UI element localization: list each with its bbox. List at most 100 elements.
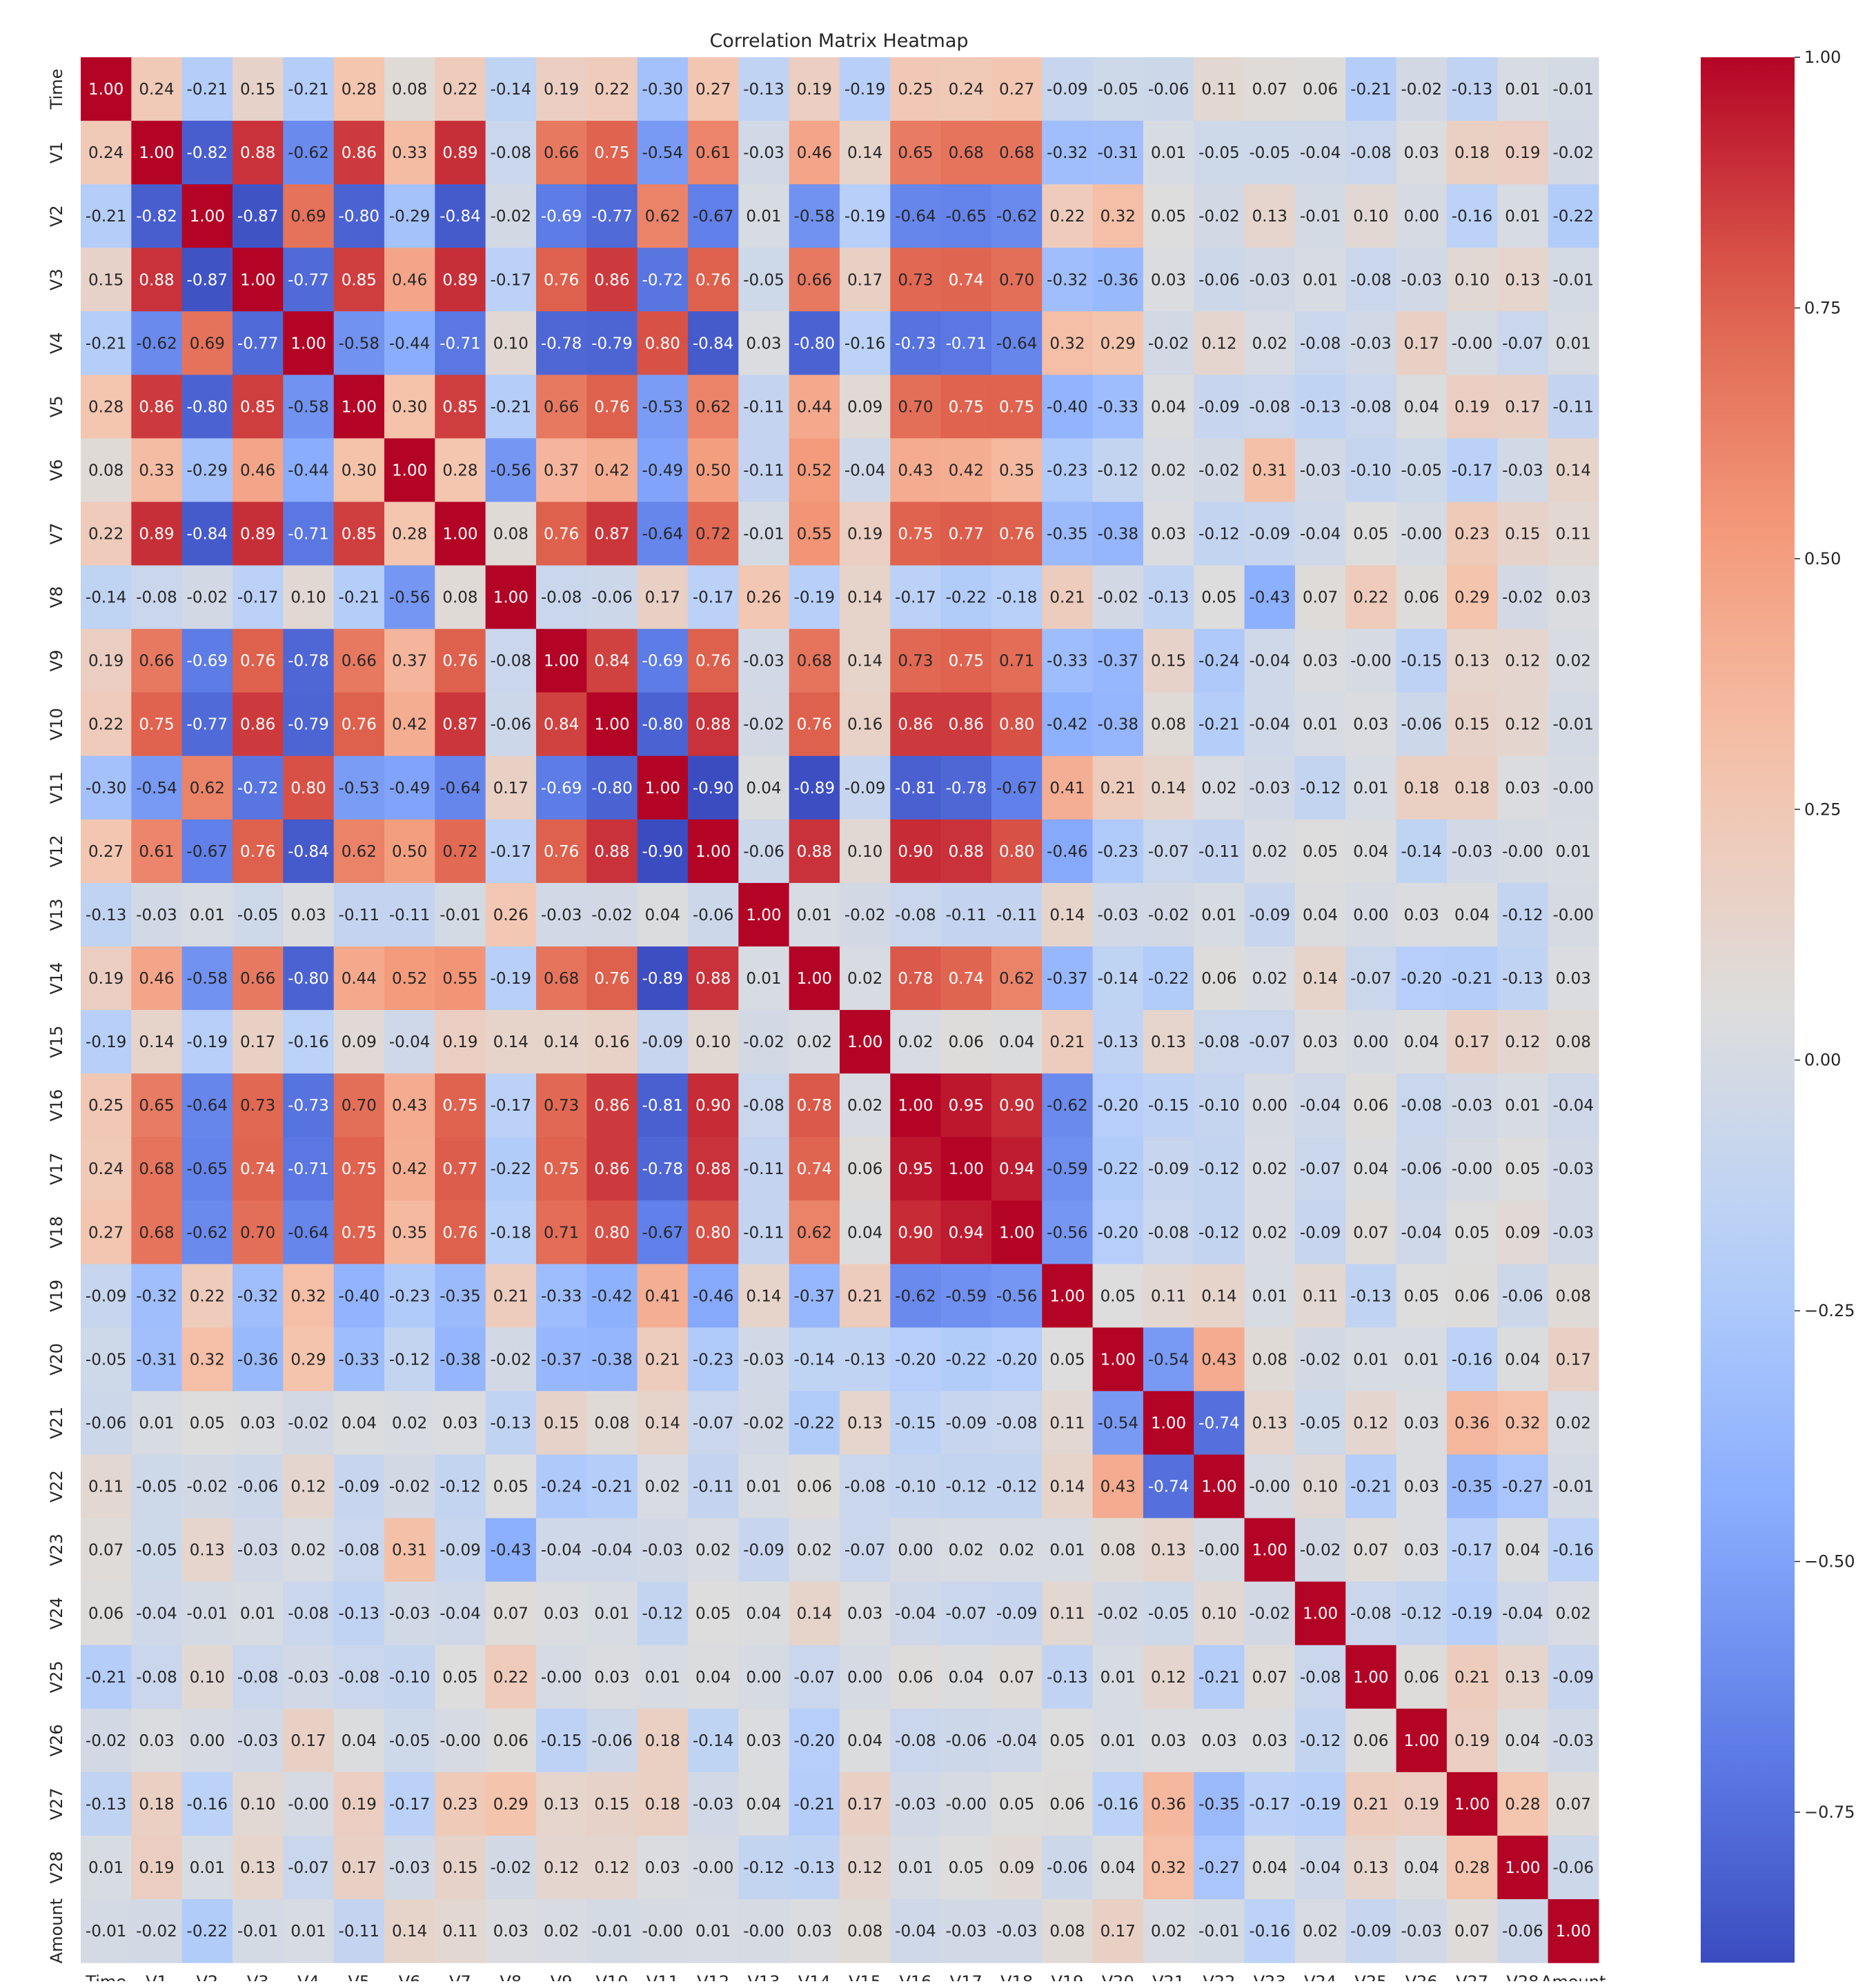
- heatmap-cell-V26-V5: [333, 1708, 385, 1773]
- heatmap-cell-V12-V24: [1294, 819, 1346, 884]
- heatmap-cell-V16-V25: [1345, 1073, 1397, 1138]
- cell-value-label: -0.09: [845, 780, 886, 797]
- heatmap-cell-V23-V24: [1294, 1518, 1346, 1583]
- cell-value-label: -0.13: [86, 1796, 127, 1814]
- cell-value-label: 0.05: [949, 1859, 984, 1877]
- x-tick-label: V13: [747, 1972, 780, 1981]
- heatmap-cell-V6-V18: [991, 438, 1043, 503]
- heatmap-cell-V27-V20: [1092, 1772, 1144, 1836]
- cell-value-label: -0.62: [1047, 1097, 1088, 1115]
- cell-value-label: -0.04: [541, 1542, 582, 1560]
- heatmap-cell-V23-V14: [789, 1518, 840, 1583]
- cell-value-label: -0.87: [187, 271, 228, 289]
- heatmap-cell-V21-V13: [738, 1391, 790, 1456]
- cell-value-label: 0.46: [392, 271, 427, 289]
- cell-value-label: -0.84: [693, 335, 734, 353]
- heatmap-cell-V4-V20: [1092, 311, 1144, 375]
- cell-value-label: -0.15: [895, 1415, 936, 1433]
- cell-value-label: -0.33: [1098, 398, 1139, 416]
- cell-value-label: 0.04: [847, 1224, 882, 1242]
- cell-value-label: 1.00: [1404, 1732, 1439, 1750]
- cell-value-label: -0.82: [136, 208, 177, 226]
- heatmap-cell-V25-V28: [1497, 1645, 1549, 1709]
- cell-value-label: 0.02: [1303, 1923, 1338, 1941]
- heatmap-cell-V28-V1: [131, 1835, 183, 1900]
- heatmap-cell-V16-V2: [181, 1073, 233, 1138]
- cell-value-label: -0.00: [946, 1796, 987, 1814]
- heatmap-cell-V22-V6: [384, 1454, 435, 1519]
- cell-value-label: 0.75: [544, 1160, 579, 1178]
- heatmap-cell-V20-V16: [890, 1327, 942, 1392]
- heatmap-cell-V17-V9: [535, 1137, 587, 1201]
- cell-value-label: -0.08: [136, 589, 177, 607]
- heatmap-cell-V5-V2: [181, 375, 233, 439]
- cell-value-label: 0.32: [1049, 335, 1085, 353]
- heatmap-cell-V13-V25: [1345, 882, 1397, 947]
- cell-value-label: -0.21: [339, 589, 380, 607]
- heatmap-cell-V8-Time: [81, 565, 132, 630]
- y-tick-label: V27: [47, 1787, 66, 1820]
- heatmap-cell-V2-V26: [1396, 184, 1448, 248]
- cell-value-label: -0.15: [1148, 1097, 1189, 1115]
- cell-value-label: 0.02: [1556, 653, 1591, 671]
- heatmap-cell-V22-V8: [485, 1454, 537, 1519]
- cell-value-label: -0.38: [591, 1351, 633, 1369]
- cell-value-label: -0.12: [642, 1605, 684, 1623]
- cell-value-label: -0.08: [1350, 271, 1392, 289]
- cell-value-label: 0.89: [139, 526, 174, 544]
- cell-value-label: 0.66: [240, 970, 275, 988]
- heatmap-cell-V25-V2: [181, 1645, 233, 1709]
- cell-value-label: 0.14: [1556, 462, 1591, 479]
- heatmap-cell-V17-V22: [1194, 1137, 1245, 1201]
- cell-value-label: -0.02: [1198, 208, 1240, 226]
- heatmap-cell-V7-V13: [738, 502, 790, 566]
- cell-value-label: -0.01: [1198, 1923, 1240, 1941]
- cell-value-label: 0.04: [1353, 1160, 1388, 1178]
- cell-value-label: 0.74: [949, 271, 984, 289]
- cell-value-label: 0.13: [1151, 1033, 1186, 1051]
- cell-value-label: -0.00: [1452, 335, 1493, 353]
- cell-value-label: -0.01: [187, 1605, 228, 1623]
- heatmap-cell-V4-Amount: [1548, 311, 1599, 375]
- cell-value-label: -0.03: [642, 1542, 684, 1560]
- heatmap-cell-V18-V5: [333, 1200, 385, 1264]
- cell-value-label: 0.03: [1151, 526, 1186, 544]
- cell-value-label: -0.13: [1452, 81, 1493, 99]
- heatmap-cell-V6-V10: [586, 438, 638, 503]
- heatmap-cell-V14-V13: [738, 946, 790, 1011]
- heatmap-cell-V21-V5: [333, 1391, 385, 1456]
- heatmap-cell-V25-V27: [1446, 1645, 1498, 1709]
- heatmap-cells: 1.00 0.24 -0.21 0.15 -0.21 0.28 0.08 0.22 -0.14 0…: [81, 57, 1599, 1963]
- heatmap-cell-V21-V16: [890, 1391, 942, 1456]
- cell-value-label: -0.03: [1401, 1923, 1442, 1941]
- heatmap-cell-V28-V13: [738, 1835, 790, 1900]
- heatmap-cell-V14-V7: [435, 946, 486, 1011]
- heatmap-cell-V11-V13: [738, 755, 790, 820]
- cell-value-label: 0.52: [392, 970, 427, 988]
- heatmap-cell-Time-V11: [637, 57, 689, 121]
- heatmap-cell-V17-V15: [839, 1137, 891, 1201]
- heatmap-cell-V3-V15: [839, 248, 891, 312]
- cell-value-label: 0.17: [1404, 335, 1439, 353]
- cell-value-label: 0.05: [1404, 1287, 1439, 1305]
- cell-value-label: -0.03: [1502, 462, 1543, 479]
- cell-value-label: 0.02: [1252, 843, 1287, 861]
- cell-value-label: 0.28: [442, 462, 477, 479]
- cell-value-label: 0.10: [847, 843, 882, 861]
- heatmap-cell-V12-V11: [637, 819, 689, 884]
- heatmap-cell-V15-V22: [1194, 1010, 1245, 1074]
- cell-value-label: 0.80: [645, 335, 680, 353]
- cell-value-label: -0.14: [86, 589, 127, 607]
- cell-value-label: 0.73: [898, 653, 933, 671]
- cell-value-label: 0.76: [442, 653, 477, 671]
- cell-value-label: -0.37: [1047, 970, 1088, 988]
- cell-value-label: -0.20: [1098, 1224, 1139, 1242]
- cell-value-label: 1.00: [1303, 1605, 1338, 1623]
- cell-value-label: -0.84: [288, 843, 329, 861]
- heatmap-cell-V5-V25: [1345, 375, 1397, 439]
- cell-value-label: -0.06: [1148, 81, 1189, 99]
- cell-value-label: 0.35: [392, 1224, 427, 1242]
- cell-value-label: 0.02: [797, 1542, 832, 1560]
- heatmap-cell-V10-V8: [485, 692, 537, 757]
- heatmap-cell-V23-V20: [1092, 1518, 1144, 1583]
